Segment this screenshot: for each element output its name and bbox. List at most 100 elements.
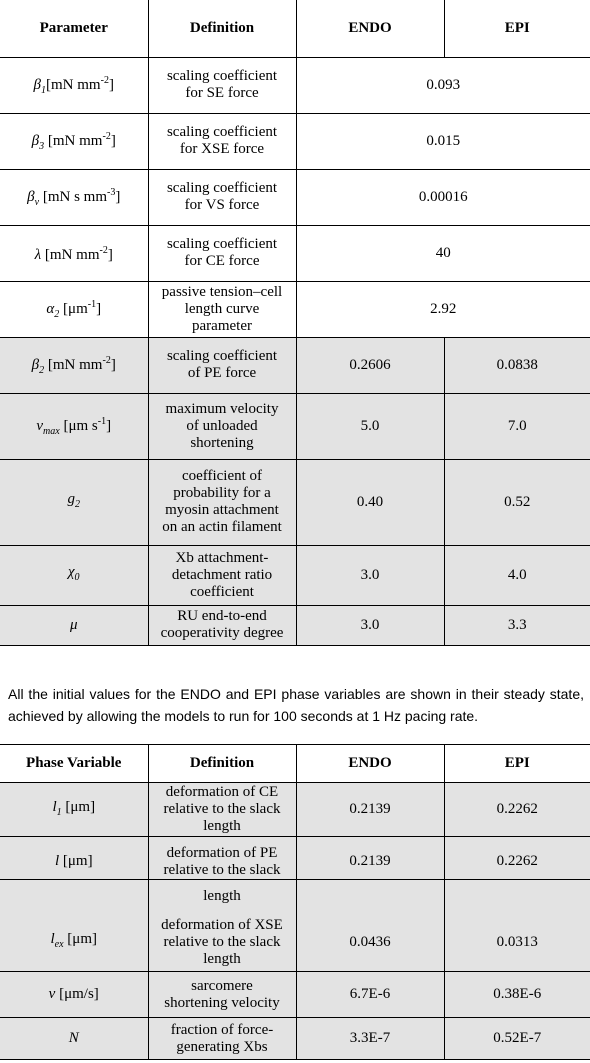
definition-cell: Xb attachment-detachment ratio coefficien… bbox=[147, 545, 296, 605]
shared-value-cell: 0.015 bbox=[295, 113, 590, 169]
shared-value-cell: 40 bbox=[295, 225, 590, 281]
definition-line: scaling coefficient bbox=[166, 124, 278, 140]
unit-close: ] bbox=[110, 132, 116, 149]
symbol: lex bbox=[50, 931, 64, 951]
endo-value: 3.0 bbox=[295, 605, 444, 645]
definition-cell: length bbox=[147, 879, 296, 914]
unit-close: ] bbox=[115, 188, 121, 205]
definition-line: deformation of PE bbox=[166, 844, 278, 861]
definition-line: coefficient of bbox=[181, 468, 263, 484]
symbol: λ bbox=[34, 247, 42, 263]
parameter-cell: λ [mN mm-2] bbox=[0, 225, 148, 281]
header-endo: ENDO bbox=[295, 0, 444, 57]
variable-cell: v [μm/s] bbox=[0, 971, 148, 1018]
unit: [mN mm bbox=[44, 132, 103, 149]
endo-value: 0.2606 bbox=[295, 337, 444, 393]
definition-line: sarcomere bbox=[191, 977, 253, 994]
unit: [mN mm bbox=[46, 76, 101, 93]
variable-cell bbox=[0, 879, 148, 914]
definition-line: maximum velocity bbox=[165, 400, 279, 417]
table-row: α2 [μm-1] passive tension–cell length curv… bbox=[0, 281, 590, 337]
symbol: α2 bbox=[46, 300, 60, 320]
unit-exponent: -2 bbox=[99, 245, 108, 256]
table-row: length bbox=[0, 879, 590, 914]
description-paragraph: All the initial values for the ENDO and … bbox=[8, 686, 584, 724]
epi-value: 0.0313 bbox=[443, 913, 590, 972]
definition-line: on an actin filament bbox=[162, 519, 282, 535]
definition-line: detachment ratio bbox=[171, 566, 273, 583]
definition-line: scaling coefficient bbox=[166, 68, 278, 84]
epi-value: 0.38E-6 bbox=[443, 971, 590, 1018]
definition-cell: deformation of XSE relative to the slack l… bbox=[147, 913, 296, 972]
definition-cell: maximum velocity of unloaded shortening bbox=[147, 393, 296, 459]
definition-line: scaling coefficient bbox=[166, 348, 278, 364]
unit-exponent: -2 bbox=[102, 130, 111, 142]
definition-line: for CE force bbox=[184, 253, 260, 269]
variable-cell: l [μm] bbox=[0, 836, 148, 887]
definition-line: scaling coefficient bbox=[166, 180, 278, 196]
definition-cell: scaling coefficient for VS force bbox=[147, 169, 296, 225]
unit: [mN mm bbox=[41, 247, 100, 263]
epi-value: 0.52 bbox=[443, 459, 590, 545]
table-row: λ [mN mm-2] scaling coefficient for CE for… bbox=[0, 225, 590, 281]
definition-line: deformation of XSE bbox=[161, 916, 283, 933]
definition-line: for SE force bbox=[185, 85, 259, 101]
definition-cell: coefficient of probability for a myosin at… bbox=[147, 459, 296, 545]
definition-line: shortening bbox=[190, 434, 254, 451]
table-row: l [μm] deformation of PE relative to the s… bbox=[0, 836, 590, 887]
definition-cell: sarcomere shortening velocity bbox=[147, 971, 296, 1018]
symbol: g2 bbox=[67, 491, 81, 510]
shared-value-cell: 0.00016 bbox=[295, 169, 590, 225]
endo-value: 0.2139 bbox=[295, 782, 444, 837]
unit-close: ] bbox=[110, 356, 116, 373]
symbol-subscript: 0 bbox=[74, 572, 80, 583]
shared-value-cell: 2.92 bbox=[295, 281, 590, 337]
unit-exponent: -2 bbox=[100, 74, 109, 86]
table-row: v [μm/s] sarcomere shortening velocity 6.7E… bbox=[0, 971, 590, 1018]
unit: [μm] bbox=[63, 931, 97, 948]
definition-line: Xb attachment- bbox=[175, 549, 269, 566]
parameter-cell: μ bbox=[0, 605, 148, 645]
definition-cell: RU end-to-end cooperativity degree bbox=[147, 605, 296, 645]
symbol-subscript: 2 bbox=[39, 364, 45, 376]
endo-value: 0.2139 bbox=[295, 836, 444, 887]
definition-line: shortening velocity bbox=[164, 994, 280, 1011]
epi-value: 7.0 bbox=[443, 393, 590, 459]
unit: [mN s mm bbox=[39, 188, 107, 205]
table-row: β2 [mN mm-2] scaling coefficient of PE for… bbox=[0, 337, 590, 393]
symbol-subscript: ex bbox=[54, 939, 64, 951]
definition-line: fraction of force- bbox=[170, 1021, 274, 1038]
unit: [μm] bbox=[59, 853, 93, 869]
variable-cell: N bbox=[0, 1017, 148, 1060]
parameter-cell: α2 [μm-1] bbox=[0, 281, 148, 337]
symbol: vmax bbox=[36, 417, 60, 437]
endo-value: 3.0 bbox=[295, 545, 444, 605]
definition-cell: fraction of force-generating Xbs bbox=[147, 1017, 296, 1060]
definition-line: length bbox=[203, 950, 241, 967]
definition-cell: scaling coefficient for CE force bbox=[147, 225, 296, 281]
table-row: lex [μm] deformation of XSE relative to th… bbox=[0, 913, 590, 972]
definition-line: parameter bbox=[192, 317, 252, 334]
definition-line: coefficient bbox=[190, 583, 254, 600]
epi-value bbox=[443, 879, 590, 914]
definition-line: length bbox=[203, 818, 241, 834]
definition-line: myosin attachment bbox=[165, 502, 279, 518]
epi-value: 4.0 bbox=[443, 545, 590, 605]
table-row: g2 coefficient of probability for a myosin … bbox=[0, 459, 590, 545]
symbol: βv bbox=[27, 188, 40, 208]
symbol: β3 bbox=[31, 132, 45, 152]
epi-value: 0.52E-7 bbox=[443, 1017, 590, 1060]
definition-line: relative to the slack bbox=[163, 801, 281, 817]
parameter-cell: β2 [mN mm-2] bbox=[0, 337, 148, 393]
definition-cell: deformation of PE relative to the slack bbox=[147, 836, 296, 887]
definition-line: for VS force bbox=[184, 197, 260, 213]
header-parameter: Parameter bbox=[39, 19, 108, 36]
endo-value: 0.0436 bbox=[295, 913, 444, 972]
table-row: β1[mN mm-2] scaling coefficient for SE for… bbox=[0, 57, 590, 113]
epi-value: 0.0838 bbox=[443, 337, 590, 393]
symbol-subscript: 1 bbox=[41, 84, 47, 96]
variable-cell: lex [μm] bbox=[0, 913, 148, 972]
definition-cell: scaling coefficient for XSE force bbox=[147, 113, 296, 169]
symbol: μ bbox=[69, 616, 78, 633]
unit-close: ] bbox=[96, 300, 102, 317]
